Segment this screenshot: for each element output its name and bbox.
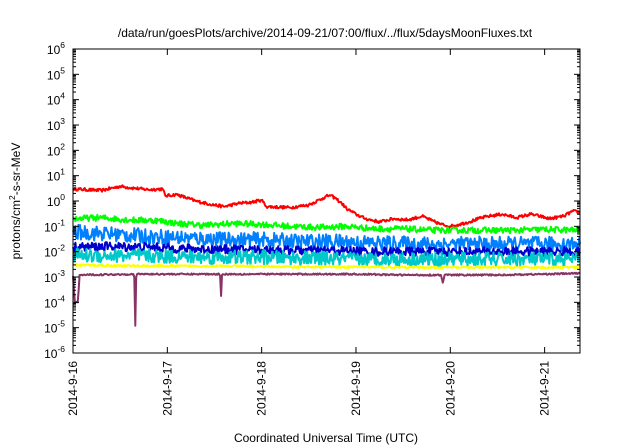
y-axis-label-rest: -s-sr-MeV [9,143,23,196]
y-axis-label-sup: 2 [7,195,17,200]
x-tick-label: 2014-9-20 [443,361,457,416]
y-tick-base: 10 [47,195,61,209]
y-tick-exp: 1 [60,167,65,177]
y-tick-base: 10 [44,296,58,310]
y-tick-exp: 4 [60,91,65,101]
y-tick-label: 103 [47,116,65,133]
series-line-3 [72,223,581,253]
y-tick-exp: -6 [57,344,65,354]
series-line-6 [72,263,581,270]
y-tick-base: 10 [47,43,61,57]
y-tick-label: 10-5 [44,319,65,336]
x-axis-ticks: 2014-9-16 2014-9-17 2014-9-18 2014-9-19 2014… [66,49,552,416]
y-axis-ticks: 10610510410310210110010-110-210-310-410-… [44,40,580,361]
y-tick-base: 10 [47,119,61,133]
y-tick-label: 101 [47,167,65,184]
y-tick-base: 10 [47,68,61,82]
y-tick-exp: -5 [57,319,65,329]
series-line-7 [72,271,581,327]
y-tick-exp: -2 [57,243,65,253]
y-tick-exp: 3 [60,116,65,126]
y-axis-label: protons/cm2-s-sr-MeV [7,143,23,260]
y-tick-exp: -1 [57,217,65,227]
y-tick-base: 10 [47,170,61,184]
y-tick-exp: -3 [57,268,65,278]
y-tick-label: 10-6 [44,344,65,361]
y-tick-base: 10 [44,220,58,234]
y-tick-label: 105 [47,65,65,82]
plot-frame [72,48,581,354]
y-tick-label: 10-1 [44,217,65,234]
y-tick-exp: 5 [60,65,65,75]
y-tick-base: 10 [47,94,61,108]
y-tick-base: 10 [44,246,58,260]
y-tick-label: 104 [47,91,65,108]
y-tick-exp: 6 [60,40,65,50]
y-tick-base: 10 [44,322,58,336]
y-tick-label: 10-3 [44,268,65,285]
y-axis-label-base: protons/cm [9,200,23,259]
y-tick-exp: 2 [60,141,65,151]
y-tick-base: 10 [44,347,58,361]
series-line-1 [72,184,581,229]
y-tick-label: 106 [47,40,65,57]
x-tick-label: 2014-9-16 [66,361,80,416]
x-tick-label: 2014-9-18 [255,361,269,416]
y-tick-base: 10 [44,271,58,285]
y-tick-label: 10-4 [44,293,65,310]
chart-title: /data/run/goesPlots/archive/2014-09-21/0… [118,26,533,40]
series-layer [72,184,581,327]
x-tick-label: 2014-9-17 [160,361,174,416]
y-tick-label: 100 [47,192,65,209]
x-axis-label: Coordinated Universal Time (UTC) [234,431,418,445]
y-tick-exp: 0 [60,192,65,202]
series-line-2 [72,213,581,235]
x-tick-label: 2014-9-19 [349,361,363,416]
x-tick-label: 2014-9-21 [538,361,552,416]
y-tick-label: 10-2 [44,243,65,260]
y-tick-exp: -4 [57,293,65,303]
y-tick-base: 10 [47,144,61,158]
series-line-5 [72,247,581,268]
y-tick-label: 102 [47,141,65,158]
